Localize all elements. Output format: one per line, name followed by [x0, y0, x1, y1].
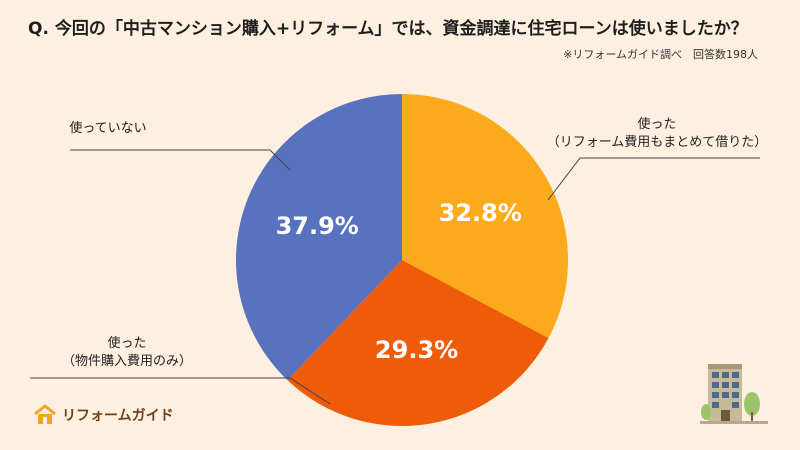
question-title: Q. 今回の「中古マンション購入+リフォーム」では、資金調達に住宅ローンは使いま… [28, 19, 748, 39]
slice-category-label: 使った [637, 116, 676, 132]
brand-logo: リフォームガイド [32, 404, 174, 426]
pie-slice-2 [287, 260, 549, 426]
callout-leader-line [70, 149, 291, 171]
slice-category-label: 使った [107, 335, 146, 351]
slice-category-label: （リフォーム費用もまとめて借りた） [547, 135, 768, 150]
slice-percent-label: 32.8% [439, 199, 522, 227]
building-illustration-icon [700, 364, 768, 424]
slice-percent-label: 37.9% [276, 212, 359, 240]
slice-percent-label: 29.3% [375, 336, 458, 364]
callout-leader-line [547, 157, 760, 201]
pie-slice-1 [402, 94, 568, 339]
house-logo-icon [34, 404, 56, 424]
brand-logo-text: リフォームガイド [62, 408, 174, 424]
callout-leader-line [30, 377, 331, 405]
slice-category-label: 使っていない [69, 120, 146, 136]
source-note: ※リフォームガイド調べ 回答数198人 [563, 48, 758, 61]
pie-slice-3 [236, 94, 402, 381]
slice-category-label: （物件購入費用のみ） [62, 354, 192, 369]
